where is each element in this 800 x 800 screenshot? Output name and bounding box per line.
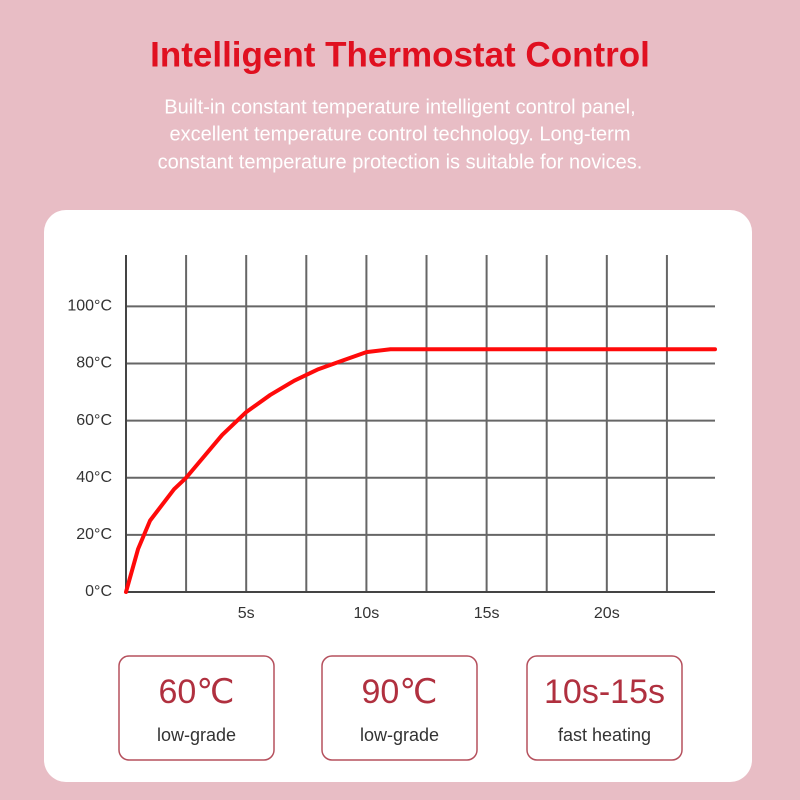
x-tick-label: 15s [474, 605, 500, 622]
temperature-line [124, 347, 717, 594]
info-card [118, 655, 275, 761]
card-value: 60℃ [158, 673, 234, 711]
y-tick-label: 20°C [76, 526, 112, 543]
card-label: low-grade [157, 725, 236, 745]
info-card [526, 655, 683, 761]
info-card [321, 655, 478, 761]
chart-card [44, 210, 752, 782]
card-value: 10s-15s [544, 673, 665, 711]
title: Intelligent Thermostat Control [150, 35, 650, 74]
x-tick-label: 10s [354, 605, 380, 622]
x-tick-label: 20s [594, 605, 620, 622]
card-label: low-grade [360, 725, 439, 745]
y-tick-label: 60°C [76, 412, 112, 429]
subtitle-line: excellent temperature control technology… [170, 123, 631, 145]
chart: 0°C 20°C 40°C 60°C 80°C 100°C 5s 10s 15s 20s [67, 255, 717, 622]
y-tick-label: 40°C [76, 469, 112, 486]
subtitle-line: constant temperature protection is suita… [158, 151, 643, 173]
info-cards: 60℃ low-grade 90℃ low-grade 10s-15s fast heat… [118, 655, 683, 761]
card-value: 90℃ [361, 673, 437, 711]
y-tick-label: 80°C [76, 355, 112, 372]
x-tick-label: 5s [238, 605, 255, 622]
y-tick-label: 100°C [67, 298, 112, 315]
subtitle-line: Built-in constant temperature intelligen… [164, 96, 635, 118]
y-tick-label: 0°C [85, 583, 112, 600]
card-label: fast heating [558, 725, 651, 745]
